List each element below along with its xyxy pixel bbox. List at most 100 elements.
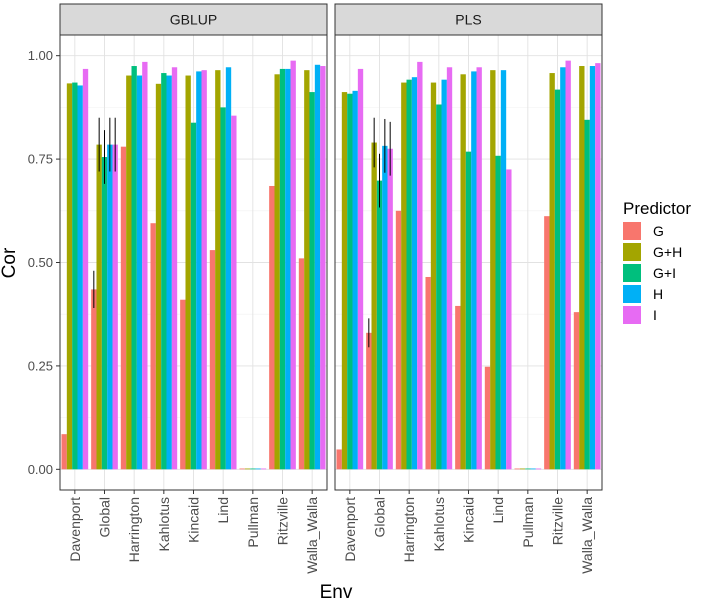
legend-key-g-h bbox=[623, 243, 641, 261]
x-tick-label-harrington: Harrington bbox=[401, 497, 417, 562]
bar-pls-pullman-h bbox=[530, 468, 536, 470]
y-tick-label: 0.00 bbox=[28, 462, 53, 477]
bar-pls-pullman-g-h bbox=[519, 468, 526, 470]
bar-gblup-pullman-h bbox=[255, 468, 261, 470]
legend-title: Predictor bbox=[623, 199, 691, 218]
bar-pls-kincaid-g-h bbox=[460, 74, 466, 470]
bar-pls-davenport-g-h bbox=[341, 92, 348, 470]
y-tick-label: 0.50 bbox=[28, 255, 53, 270]
x-tick-label-kahlotus: Kahlotus bbox=[431, 497, 447, 551]
bar-gblup-global-h bbox=[107, 144, 113, 470]
bar-pls-ritzville-g-i bbox=[554, 89, 561, 470]
bar-pls-lind-g bbox=[484, 366, 491, 470]
bar-pls-global-i bbox=[387, 148, 393, 470]
bar-pls-kincaid-g bbox=[455, 305, 461, 470]
x-axis-title: Env bbox=[320, 582, 353, 602]
x-tick-label-pullman: Pullman bbox=[245, 497, 261, 548]
bar-gblup-global-g bbox=[91, 289, 97, 470]
legend-label-g-h: G+H bbox=[653, 244, 682, 260]
x-tick-label-lind: Lind bbox=[490, 497, 506, 523]
bar-gblup-kincaid-i bbox=[201, 70, 207, 470]
bar-pls-lind-g-h bbox=[490, 70, 496, 470]
bar-gblup-walla-walla-i bbox=[320, 66, 326, 470]
legend-key-g bbox=[623, 222, 641, 240]
bar-gblup-kincaid-g bbox=[180, 299, 186, 470]
legend-label-g-i: G+I bbox=[653, 265, 676, 281]
bar-pls-ritzville-i bbox=[565, 60, 571, 470]
bar-pls-walla-walla-h bbox=[589, 66, 596, 470]
bar-gblup-ritzville-i bbox=[290, 60, 296, 470]
x-tick-label-global: Global bbox=[372, 497, 388, 537]
bar-gblup-ritzville-g-h bbox=[274, 74, 280, 470]
legend-key-h bbox=[623, 285, 641, 303]
bar-gblup-walla-walla-h bbox=[314, 64, 321, 470]
panel-strip bbox=[334, 3, 603, 36]
bar-pls-pullman-g-i bbox=[525, 468, 531, 470]
bar-pls-harrington-g-i bbox=[406, 79, 412, 470]
bar-pls-global-g bbox=[366, 332, 372, 470]
bar-pls-global-g-i bbox=[376, 180, 383, 470]
bar-gblup-ritzville-g-i bbox=[279, 68, 286, 470]
bar-pls-global-h bbox=[382, 145, 388, 470]
bar-gblup-pullman-g bbox=[239, 468, 245, 470]
bar-gblup-kincaid-g-i bbox=[190, 122, 197, 470]
bar-gblup-kahlotus-g bbox=[150, 223, 156, 470]
bar-pls-walla-walla-g-h bbox=[579, 66, 585, 470]
bar-gblup-lind-g-h bbox=[215, 70, 221, 470]
y-tick-label: 1.00 bbox=[28, 48, 53, 63]
panel-title: PLS bbox=[455, 12, 481, 28]
bar-pls-kahlotus-g-i bbox=[436, 104, 442, 470]
x-tick-label-harrington: Harrington bbox=[126, 497, 142, 562]
y-tick-label: 0.75 bbox=[28, 152, 53, 167]
x-tick-label-global: Global bbox=[97, 497, 113, 537]
y-axis-title: Cor bbox=[0, 247, 20, 278]
bar-pls-ritzville-h bbox=[560, 67, 566, 470]
bar-pls-lind-i bbox=[506, 169, 512, 470]
bar-pls-davenport-h bbox=[352, 90, 358, 470]
bar-gblup-harrington-g-i bbox=[131, 66, 137, 470]
x-tick-label-davenport: Davenport bbox=[67, 497, 83, 562]
bar-pls-walla-walla-g bbox=[573, 312, 580, 470]
x-tick-label-kahlotus: Kahlotus bbox=[156, 497, 172, 551]
bar-gblup-ritzville-g bbox=[269, 185, 275, 470]
bar-gblup-kincaid-h bbox=[196, 71, 202, 470]
legend-label-g: G bbox=[653, 223, 664, 239]
bar-pls-global-g-h bbox=[371, 142, 377, 470]
bar-gblup-davenport-g-h bbox=[66, 83, 73, 470]
bar-gblup-walla-walla-g-i bbox=[309, 92, 315, 470]
x-tick-label-ritzville: Ritzville bbox=[550, 497, 566, 545]
bar-pls-davenport-i bbox=[357, 68, 364, 470]
bar-pls-kahlotus-i bbox=[446, 67, 453, 470]
bar-pls-kahlotus-h bbox=[441, 79, 447, 470]
panel-pls: PLS bbox=[334, 3, 603, 491]
bar-gblup-pullman-g-h bbox=[244, 468, 251, 470]
bar-pls-davenport-g-i bbox=[347, 93, 353, 470]
bar-gblup-harrington-g bbox=[120, 146, 127, 470]
panel-strip bbox=[59, 3, 328, 36]
legend-label-h: H bbox=[653, 286, 663, 302]
x-tick-label-lind: Lind bbox=[215, 497, 231, 523]
panel-gblup: GBLUP bbox=[59, 3, 328, 491]
bar-pls-lind-g-i bbox=[495, 155, 501, 470]
bar-gblup-davenport-h bbox=[77, 85, 83, 470]
bar-gblup-walla-walla-g-h bbox=[304, 70, 310, 470]
bar-gblup-harrington-i bbox=[142, 61, 148, 470]
bar-gblup-kahlotus-i bbox=[171, 67, 178, 470]
bar-gblup-pullman-g-i bbox=[250, 468, 256, 470]
legend-key-g-i bbox=[623, 264, 641, 282]
bar-gblup-harrington-g-h bbox=[126, 75, 132, 470]
bar-pls-kincaid-g-i bbox=[465, 151, 472, 470]
bar-gblup-lind-g bbox=[209, 250, 216, 470]
bar-gblup-kahlotus-h bbox=[166, 75, 172, 470]
x-tick-label-walla-walla: Walla_Walla bbox=[304, 497, 320, 574]
bar-gblup-harrington-h bbox=[136, 75, 143, 470]
legend-key-i bbox=[623, 306, 641, 324]
legend-label-i: I bbox=[653, 307, 657, 323]
x-tick-label-davenport: Davenport bbox=[342, 497, 358, 562]
x-tick-label-kincaid: Kincaid bbox=[186, 497, 202, 543]
bar-pls-harrington-i bbox=[417, 61, 423, 470]
bar-gblup-davenport-i bbox=[82, 68, 89, 470]
bar-pls-pullman-g bbox=[514, 468, 520, 470]
bar-gblup-ritzville-h bbox=[285, 68, 291, 470]
x-tick-label-ritzville: Ritzville bbox=[275, 497, 291, 545]
